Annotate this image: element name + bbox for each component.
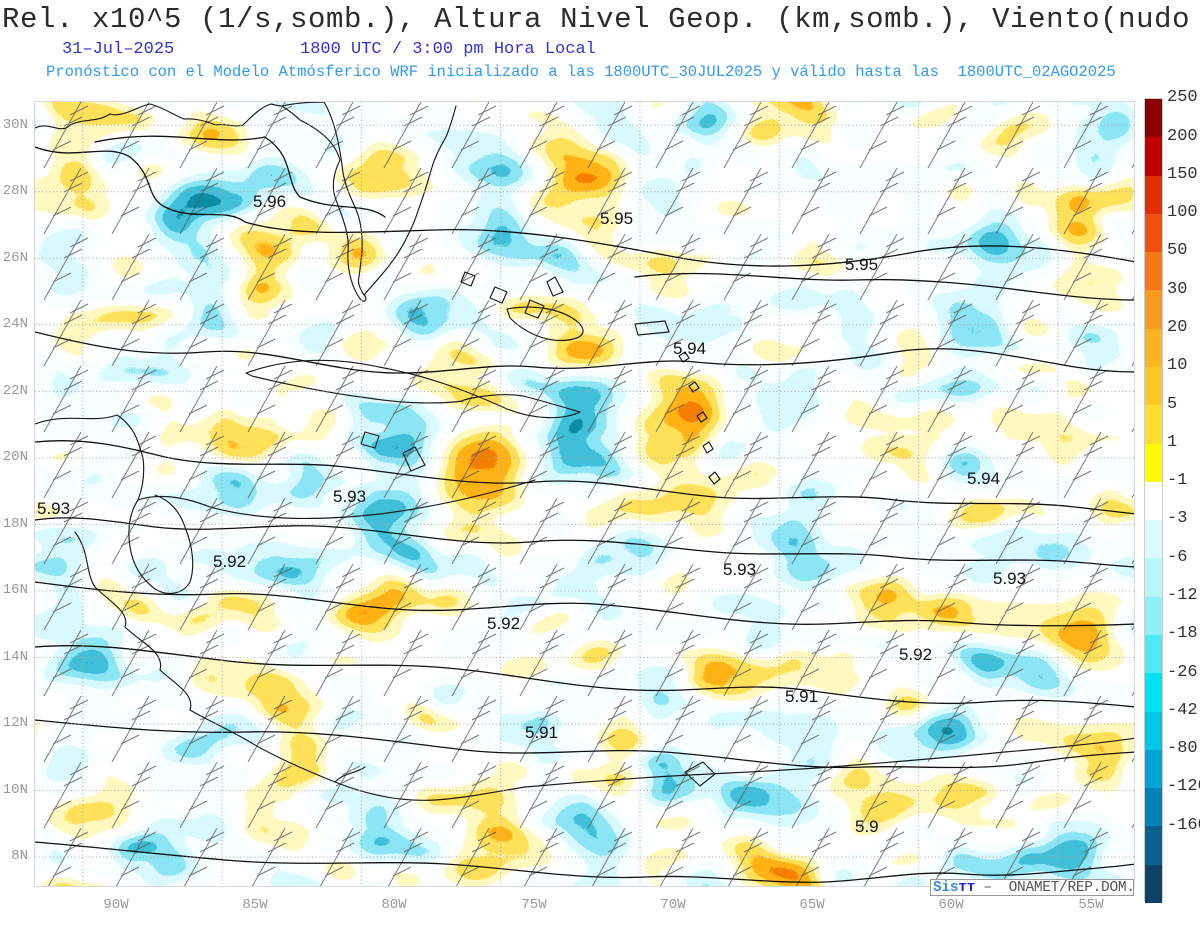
svg-text:5.96: 5.96: [253, 192, 286, 211]
svg-text:5.92: 5.92: [899, 645, 932, 664]
svg-text:5.93: 5.93: [37, 499, 70, 518]
svg-text:5.94: 5.94: [673, 339, 706, 358]
svg-text:5.91: 5.91: [525, 723, 558, 742]
svg-text:5.93: 5.93: [993, 569, 1026, 588]
svg-text:5.94: 5.94: [967, 469, 1000, 488]
svg-text:5.92: 5.92: [213, 552, 246, 571]
svg-text:5.93: 5.93: [723, 560, 756, 579]
svg-text:5.92: 5.92: [487, 614, 520, 633]
svg-text:5.91: 5.91: [785, 687, 818, 706]
svg-text:5.95: 5.95: [600, 209, 633, 228]
svg-text:5.95: 5.95: [845, 255, 878, 274]
svg-text:5.9: 5.9: [855, 817, 879, 836]
svg-text:5.93: 5.93: [333, 487, 366, 506]
